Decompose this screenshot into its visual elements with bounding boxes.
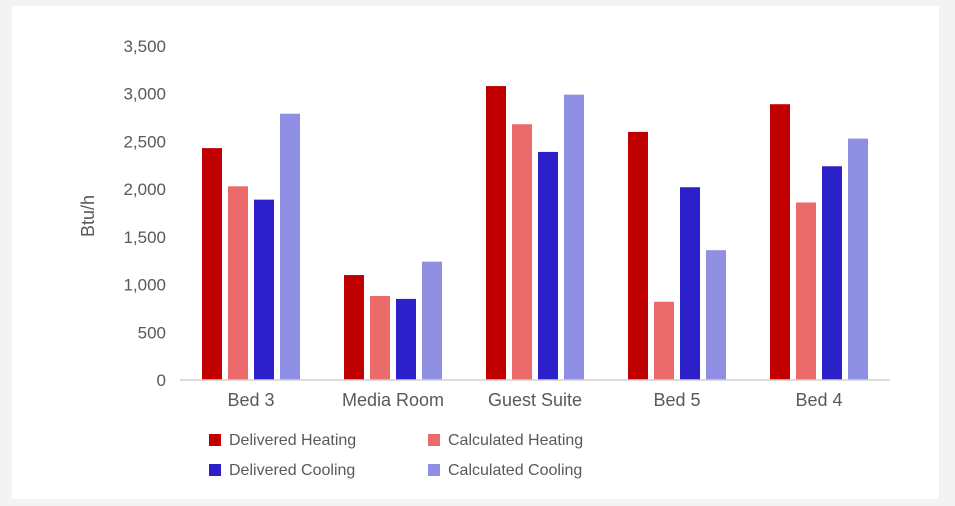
bar-delivered-heating [202,148,222,380]
bar-delivered-heating [344,275,364,380]
bar-calculated-cooling [706,250,726,380]
y-tick-label: 3,000 [123,85,166,104]
bar-calculated-heating [512,124,532,380]
bars [202,86,868,381]
bar-delivered-cooling [538,151,558,380]
legend-label: Delivered Heating [229,432,356,449]
y-axis-title: Btu/h [78,195,98,237]
x-axis-labels: Bed 3 Media Room Guest Suite Bed 5 Bed 4 [227,390,842,410]
y-tick-label: 2,500 [123,132,166,151]
chart-card: 0 500 1,000 1,500 2,000 2,500 3,000 3,500 Bed 3… [12,6,939,499]
bar-delivered-heating [486,86,506,380]
bar-delivered-heating [770,104,790,380]
bar-calculated-heating [796,202,816,380]
y-tick-label: 500 [138,323,166,342]
bar-calculated-cooling [422,261,442,380]
y-tick-label: 1,500 [123,228,166,247]
bar-calculated-cooling [564,94,584,380]
legend-swatch [209,464,221,476]
x-category-label: Bed 5 [653,390,700,410]
legend-label: Delivered Cooling [229,462,355,479]
legend-swatch [428,434,440,446]
y-tick-label: 2,000 [123,180,166,199]
legend-label: Calculated Cooling [448,462,582,479]
bar-delivered-cooling [396,298,416,380]
bar-chart: 0 500 1,000 1,500 2,000 2,500 3,000 3,500 Bed 3… [78,37,890,479]
bar-delivered-cooling [822,166,842,380]
bar-delivered-cooling [680,187,700,380]
legend: Delivered Heating Calculated Heating Deliv… [209,432,583,479]
y-tick-label: 1,000 [123,276,166,295]
bar-calculated-heating [654,301,674,380]
bar-delivered-cooling [254,199,274,380]
legend-swatch [428,464,440,476]
bar-calculated-cooling [280,113,300,381]
x-category-label: Bed 3 [227,390,274,410]
bar-calculated-heating [228,186,248,380]
legend-swatch [209,434,221,446]
y-tick-label: 0 [157,371,166,390]
legend-label: Calculated Heating [448,432,583,449]
x-category-label: Guest Suite [488,390,582,410]
x-category-label: Bed 4 [795,390,842,410]
y-axis-ticks: 0 500 1,000 1,500 2,000 2,500 3,000 3,500 [123,37,166,390]
bar-calculated-cooling [848,138,868,380]
x-category-label: Media Room [342,390,444,410]
bar-calculated-heating [370,296,390,380]
y-tick-label: 3,500 [123,37,166,56]
bar-delivered-heating [628,131,648,380]
